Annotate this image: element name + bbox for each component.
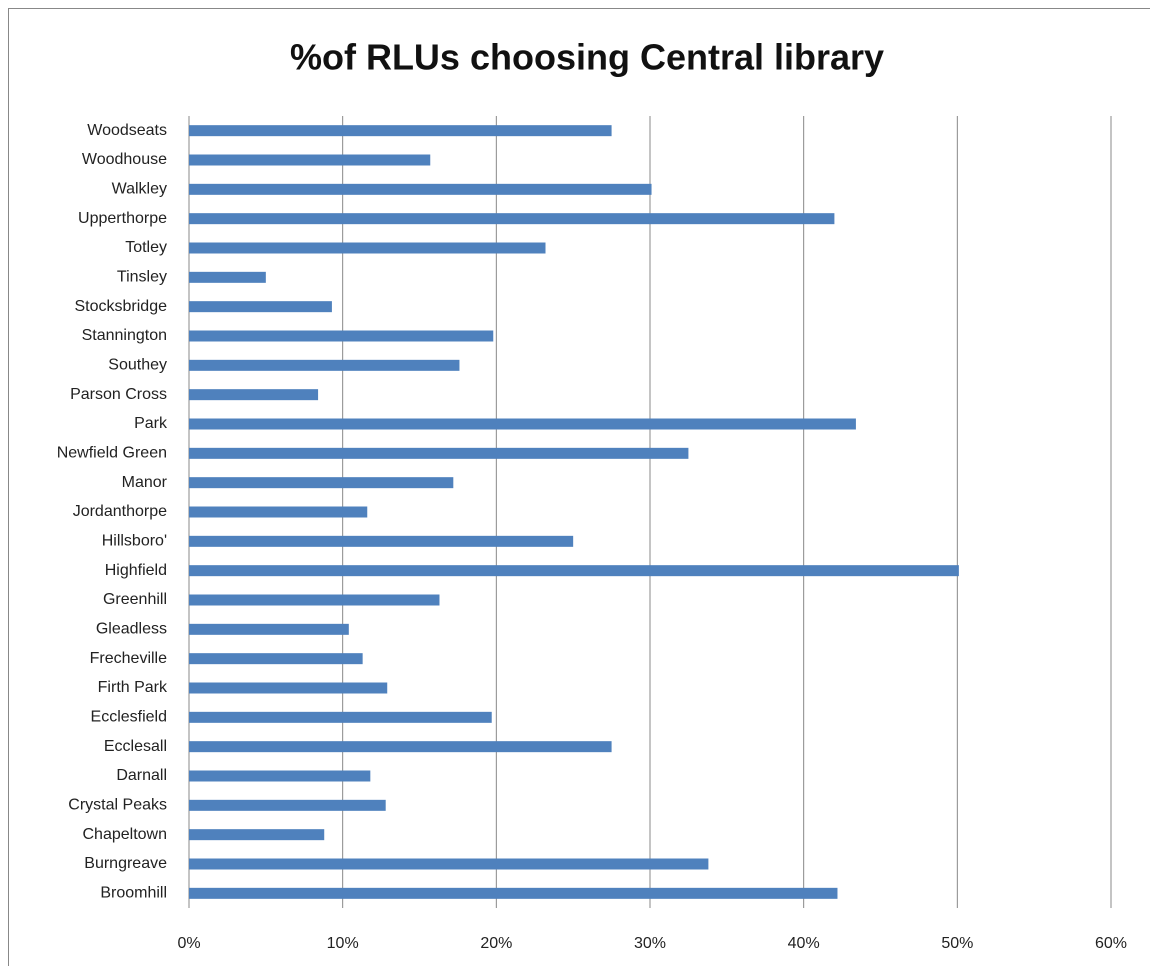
- x-tick-label: 10%: [327, 935, 359, 952]
- bar: [189, 770, 371, 782]
- y-tick-label: Woodseats: [87, 122, 167, 139]
- x-tick-label: 0%: [177, 935, 200, 952]
- bar: [189, 213, 835, 225]
- y-tick-label: Broomhill: [100, 885, 167, 902]
- bar: [189, 301, 332, 313]
- bar: [189, 741, 612, 753]
- y-tick-label: Jordanthorpe: [73, 503, 167, 520]
- x-tick-label: 30%: [634, 935, 666, 952]
- bar: [189, 535, 574, 547]
- bar: [189, 271, 266, 283]
- bar: [189, 565, 959, 577]
- y-tick-label: Burngreave: [84, 855, 167, 872]
- y-tick-label: Totley: [125, 239, 167, 256]
- bar: [189, 359, 460, 371]
- chart-border: [8, 8, 1150, 966]
- y-tick-label: Gleadless: [96, 621, 167, 638]
- bar: [189, 447, 689, 459]
- bar: [189, 477, 454, 489]
- x-tick-label: 20%: [480, 935, 512, 952]
- y-tick-label: Woodhouse: [82, 151, 167, 168]
- y-tick-label: Walkley: [112, 181, 167, 198]
- bar: [189, 154, 431, 166]
- bar: [189, 330, 494, 342]
- bar: [189, 183, 652, 195]
- y-tick-label: Hillsboro': [102, 533, 167, 550]
- y-tick-label: Upperthorpe: [78, 210, 167, 227]
- bar: [189, 418, 856, 430]
- y-tick-label: Ecclesall: [104, 738, 167, 755]
- y-tick-label: Highfield: [105, 562, 167, 579]
- bar: [189, 887, 838, 899]
- y-tick-label: Newfield Green: [57, 445, 167, 462]
- bar: [189, 242, 546, 254]
- bar: [189, 506, 368, 518]
- y-tick-label: Stannington: [82, 327, 167, 344]
- bar: [189, 389, 319, 401]
- x-tick-label: 60%: [1095, 935, 1127, 952]
- y-tick-label: Ecclesfield: [91, 709, 167, 726]
- bar: [189, 594, 440, 606]
- y-tick-label: Crystal Peaks: [68, 797, 167, 814]
- bar: [189, 829, 325, 841]
- bar: [189, 623, 349, 635]
- y-tick-label: Stocksbridge: [75, 298, 168, 315]
- y-tick-label: Chapeltown: [83, 826, 168, 843]
- y-tick-label: Firth Park: [98, 679, 168, 696]
- y-tick-label: Frecheville: [90, 650, 167, 667]
- bar: [189, 858, 709, 870]
- x-tick-label: 40%: [788, 935, 820, 952]
- y-tick-label: Southey: [108, 357, 167, 374]
- chart-title: %of RLUs choosing Central library: [290, 37, 884, 78]
- y-tick-label: Greenhill: [103, 591, 167, 608]
- y-tick-label: Tinsley: [117, 269, 167, 286]
- y-tick-label: Manor: [122, 474, 168, 491]
- x-tick-label: 50%: [941, 935, 973, 952]
- bar: [189, 682, 388, 694]
- bar: [189, 799, 386, 811]
- bar: [189, 125, 612, 137]
- y-tick-label: Parson Cross: [70, 386, 167, 403]
- bar: [189, 653, 363, 665]
- y-tick-label: Darnall: [116, 767, 167, 784]
- bar: [189, 711, 492, 723]
- y-tick-label: Park: [134, 415, 168, 432]
